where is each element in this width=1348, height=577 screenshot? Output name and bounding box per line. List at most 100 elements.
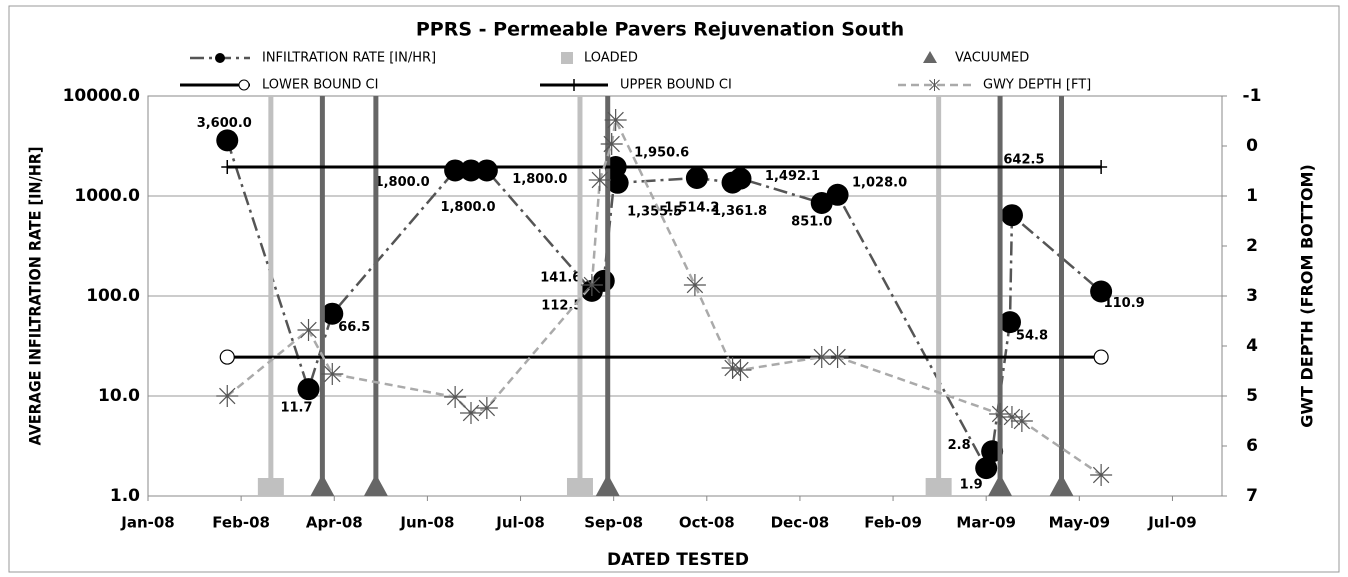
data-label: 1,514.2 — [664, 200, 719, 215]
x-axis-label: DATED TESTED — [607, 550, 749, 570]
legend-item: UPPER BOUND CI — [540, 78, 732, 93]
data-label: 1,355.5 — [627, 204, 682, 219]
gwt-point — [604, 109, 627, 131]
legend-label: UPPER BOUND CI — [620, 78, 732, 93]
data-point — [216, 129, 239, 152]
data-label: 851.0 — [791, 215, 832, 230]
chart-title: PPRS - Permeable Pavers Rejuvenation Sou… — [416, 19, 904, 41]
legend-label: GWY DEPTH [FT] — [983, 78, 1091, 93]
chart-frame — [8, 5, 1340, 573]
data-point — [975, 457, 998, 480]
data-label: 1.9 — [960, 478, 983, 493]
data-label: 112.5 — [541, 298, 582, 313]
y-tick-label: 1.0 — [110, 486, 140, 506]
x-tick-label: Jun-08 — [399, 514, 454, 532]
y2-tick-label: 7 — [1246, 486, 1258, 506]
data-label: 110.9 — [1104, 296, 1145, 311]
y-tick-label: 100.0 — [86, 286, 140, 306]
vacuum-marker — [988, 474, 1013, 496]
legend-label: LOWER BOUND CI — [262, 78, 378, 93]
y2-axis-label: GWT DEPTH (FROM BOTTOM) — [1298, 164, 1317, 428]
legend-item: LOADED — [561, 51, 638, 66]
data-point — [459, 159, 482, 182]
legend-label: VACUUMED — [955, 51, 1029, 66]
data-point — [729, 167, 752, 190]
ci-point — [221, 159, 234, 174]
data-label: 66.5 — [338, 320, 370, 335]
y2-tick-label: 0 — [1246, 136, 1258, 156]
data-point — [606, 171, 629, 194]
legend-swatch — [923, 51, 937, 63]
y2-tick-label: -1 — [1243, 86, 1262, 106]
x-tick-label: Feb-08 — [212, 514, 270, 532]
gwt-point — [810, 346, 833, 368]
x-tick-label: Sep-08 — [584, 514, 643, 532]
data-label: 11.7 — [280, 401, 312, 416]
y2-tick-label: 6 — [1246, 436, 1258, 456]
gwt-point — [297, 319, 320, 341]
gwt-point — [321, 363, 344, 385]
vacuum-marker — [1049, 474, 1074, 496]
legend-item: VACUUMED — [923, 51, 1029, 66]
gwt-point — [459, 402, 482, 424]
y-axis-label: AVERAGE INFILTRATION RATE [IN/HR] — [26, 147, 45, 446]
gwt-point — [600, 133, 623, 155]
x-tick-label: Mar-09 — [956, 514, 1016, 532]
data-point — [475, 159, 498, 182]
vacuum-marker — [310, 474, 335, 496]
data-label: 1,950.6 — [634, 145, 689, 160]
data-label: 642.5 — [1003, 153, 1044, 168]
gwt-point — [216, 385, 239, 407]
legend-item: GWY DEPTH [FT] — [898, 78, 1091, 93]
data-label: 1,800.0 — [375, 175, 430, 190]
legend-marker — [215, 53, 225, 63]
ci-point — [219, 349, 235, 365]
x-tick-label: Apr-08 — [306, 514, 363, 532]
data-point — [826, 183, 849, 206]
data-point — [297, 378, 320, 401]
loaded-marker — [257, 478, 284, 496]
gwt-point — [475, 397, 498, 419]
x-tick-label: Feb-09 — [864, 514, 922, 532]
x-tick-label: Oct-08 — [679, 514, 735, 532]
data-label: 2.8 — [948, 438, 971, 453]
legend-label: INFILTRATION RATE [IN/HR] — [262, 51, 436, 66]
x-tick-label: Jul-08 — [495, 514, 545, 532]
gwt-point — [588, 169, 611, 191]
y2-tick-label: 3 — [1246, 286, 1258, 306]
y2-tick-label: 1 — [1246, 186, 1258, 206]
vacuum-marker — [363, 474, 388, 496]
data-point — [1090, 280, 1113, 303]
gwt-point — [683, 274, 706, 296]
gwt-point — [989, 403, 1012, 425]
data-label: 54.8 — [1016, 329, 1048, 344]
data-label: 1,361.8 — [712, 204, 767, 219]
x-tick-label: Jan-08 — [120, 514, 174, 532]
legend-item: LOWER BOUND CI — [180, 78, 378, 93]
legend-label: LOADED — [584, 51, 638, 66]
gwt-point — [1000, 406, 1023, 428]
y2-tick-label: 2 — [1246, 236, 1258, 256]
data-label: 1,492.1 — [765, 169, 820, 184]
y-tick-label: 1000.0 — [74, 186, 140, 206]
data-point — [685, 166, 708, 189]
y-tick-label: 10000.0 — [63, 86, 141, 106]
legend-item: INFILTRATION RATE [IN/HR] — [190, 51, 436, 66]
plot-frame — [147, 95, 1223, 497]
gwt-point — [580, 274, 603, 296]
data-label: 1,028.0 — [852, 175, 907, 190]
loaded-marker — [925, 478, 952, 496]
data-label: 1,800.0 — [512, 172, 567, 187]
x-tick-label: Jul-09 — [1147, 514, 1197, 532]
y2-tick-label: 5 — [1246, 386, 1258, 406]
y-tick-label: 10.0 — [98, 386, 140, 406]
gwt-point — [729, 359, 752, 381]
loaded-marker — [566, 478, 593, 496]
gwt-point — [721, 357, 744, 379]
ci-point — [1093, 349, 1109, 365]
legend-swatch — [561, 52, 573, 64]
y2-tick-label: 4 — [1246, 336, 1258, 356]
data-point — [1000, 204, 1023, 227]
x-tick-label: May-09 — [1049, 514, 1110, 532]
